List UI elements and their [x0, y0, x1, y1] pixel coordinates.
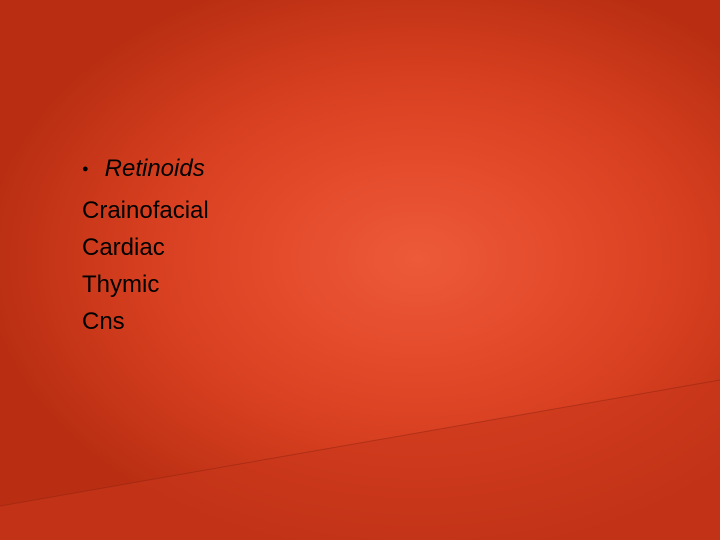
- line-item: Thymic: [82, 266, 209, 303]
- line-item: Crainofacial: [82, 192, 209, 229]
- bullet-heading: Retinoids: [105, 155, 205, 184]
- slide: ● Retinoids Crainofacial Cardiac Thymic …: [0, 0, 720, 540]
- content-block: ● Retinoids Crainofacial Cardiac Thymic …: [82, 155, 209, 341]
- line-item: Cns: [82, 303, 209, 340]
- bullet-item: ● Retinoids: [82, 155, 209, 184]
- bullet-marker: ●: [82, 164, 89, 175]
- line-item: Cardiac: [82, 229, 209, 266]
